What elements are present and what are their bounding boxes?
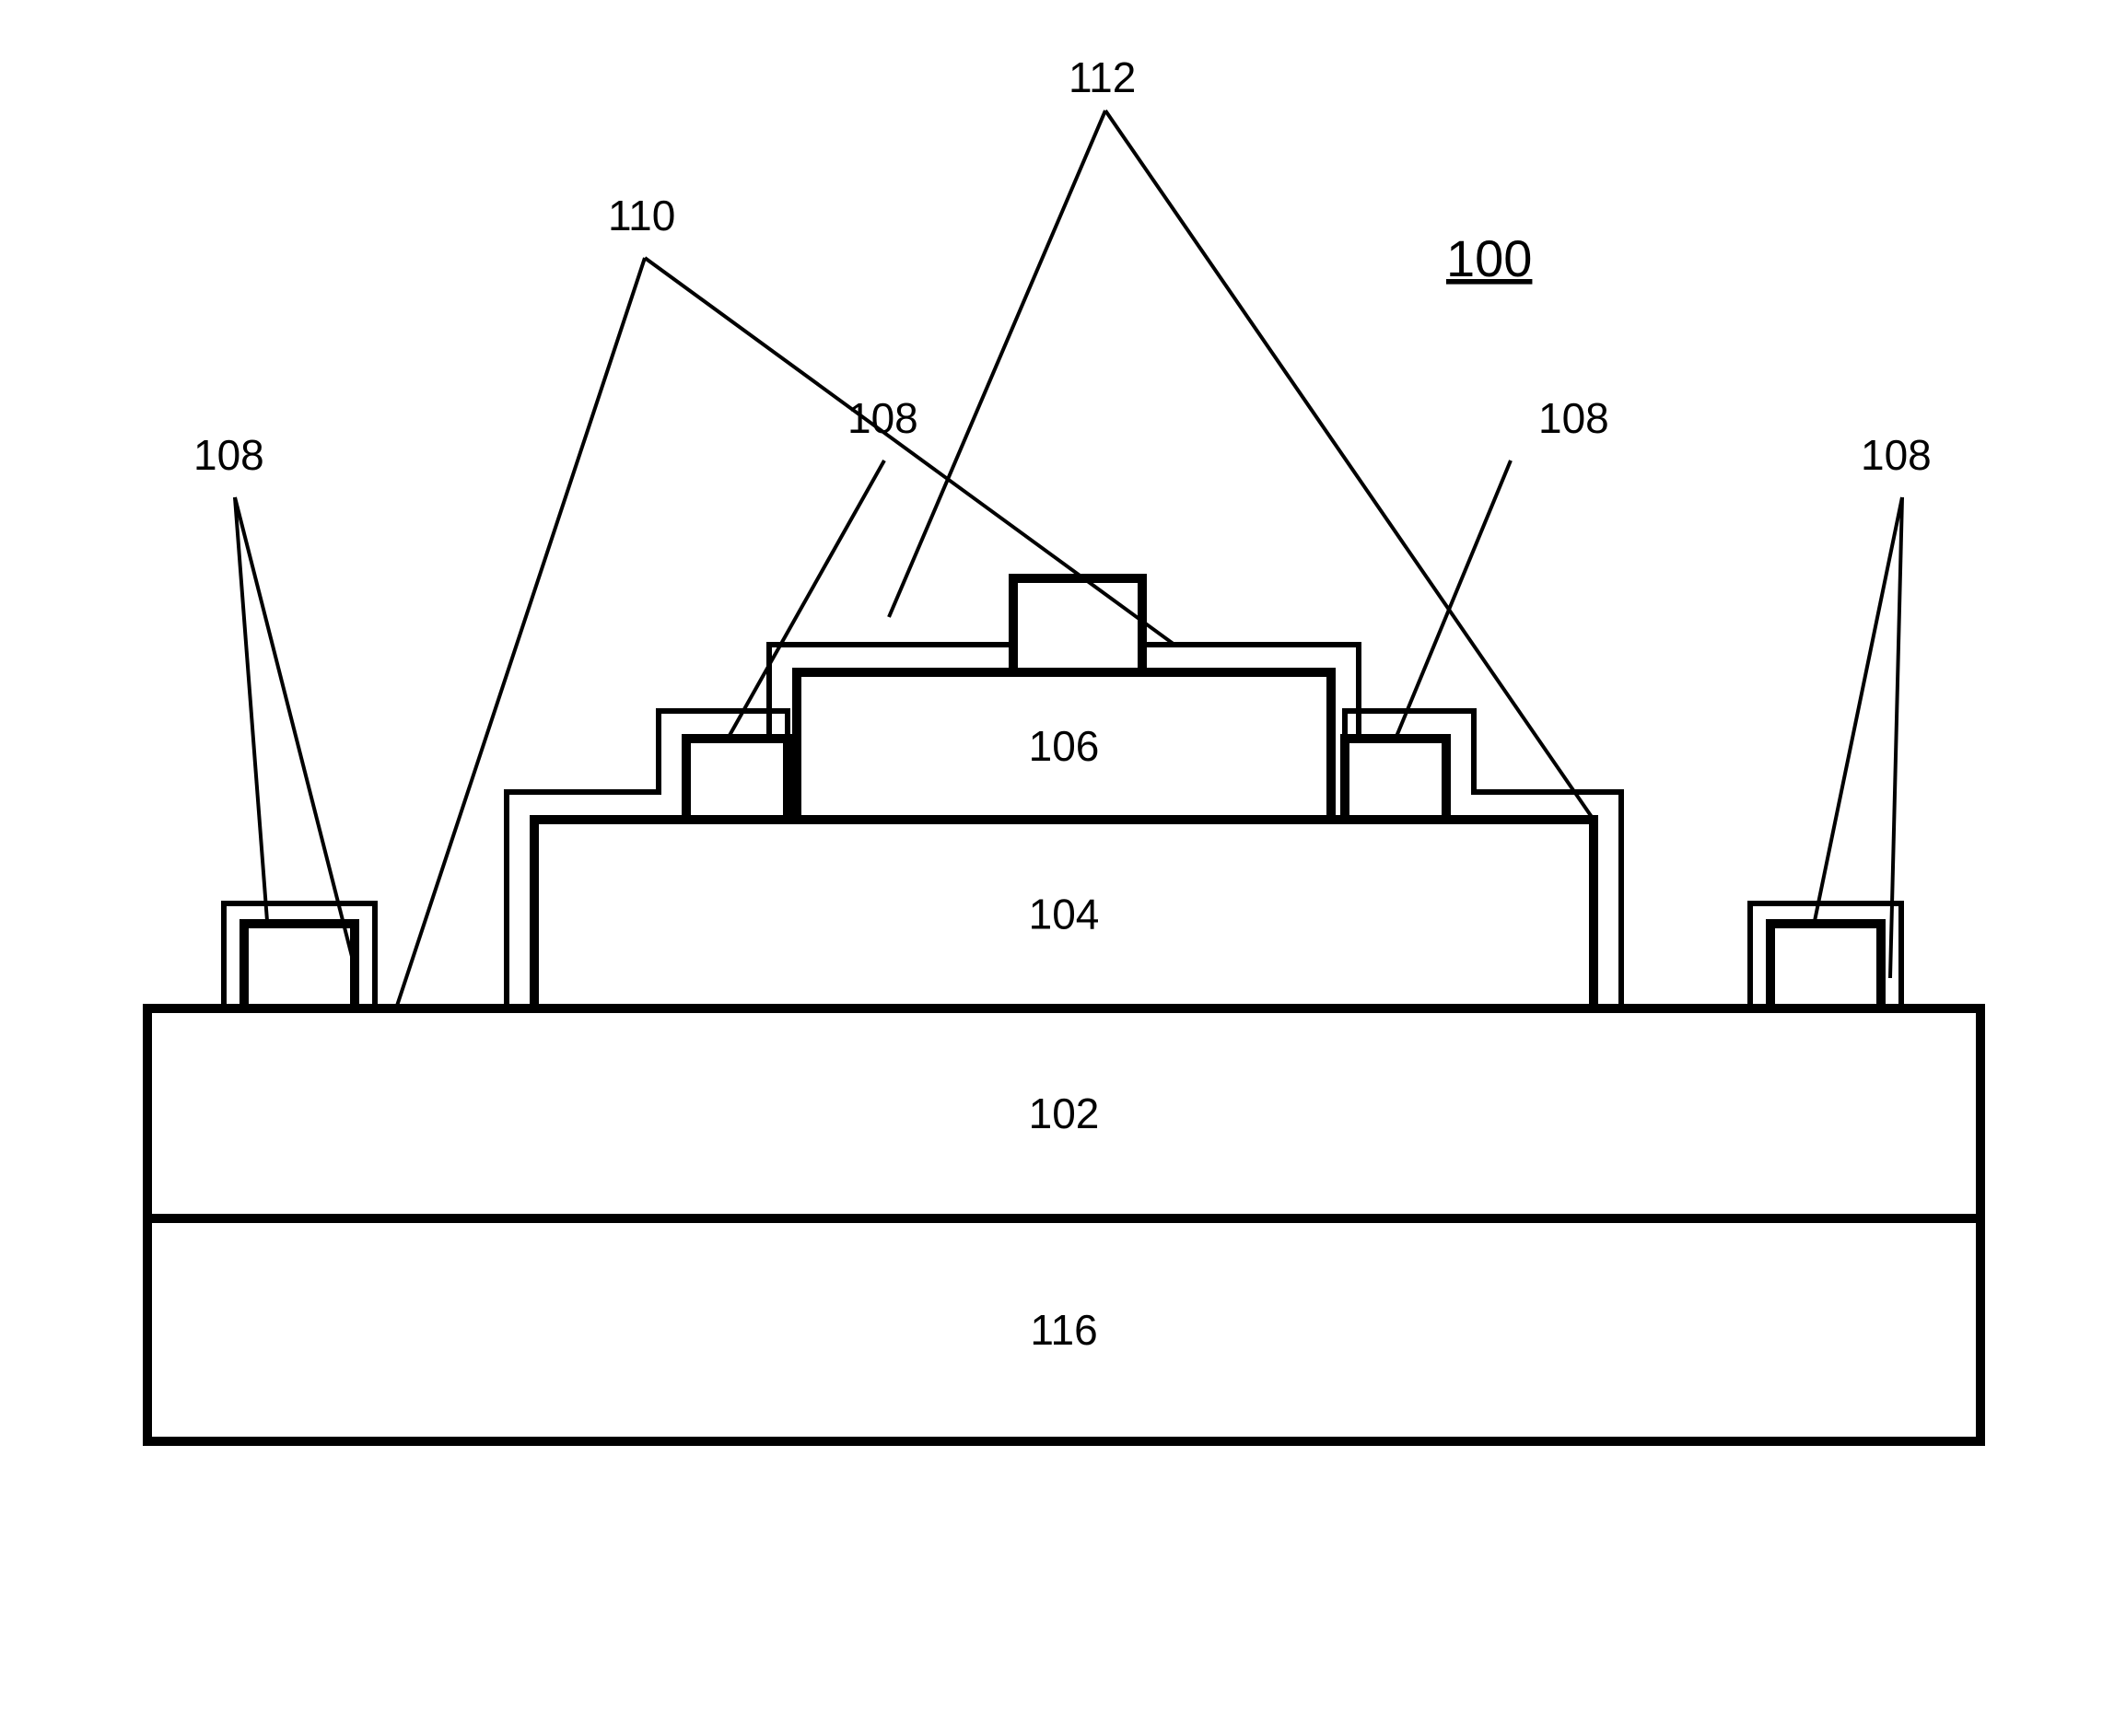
callout-108-outer-right-label: 108 xyxy=(1861,431,1932,479)
patent-figure: 116 102 104 106 100 112 110 108 108 108 108 xyxy=(0,0,2126,1736)
label-116: 116 xyxy=(1030,1306,1097,1354)
callout-108-mid-right-label: 108 xyxy=(1538,394,1609,442)
contact-midRight-top xyxy=(1345,739,1446,820)
callout-108-mid-right-leader-0 xyxy=(1396,460,1511,739)
label-102: 102 xyxy=(1029,1089,1100,1137)
label-104: 104 xyxy=(1029,891,1100,938)
callout-110-leader-1 xyxy=(645,258,1174,645)
callout-112-label: 112 xyxy=(1069,53,1136,101)
contact-outerLeft xyxy=(244,924,355,1008)
figure-number: 100 xyxy=(1446,229,1532,287)
callout-110-label: 110 xyxy=(608,192,675,239)
callout-108-outer-right-leader-0 xyxy=(1815,497,1902,921)
contact-outerRight xyxy=(1770,924,1881,1008)
contact-midLeft-top xyxy=(686,739,788,820)
callout-112-leader-0 xyxy=(889,111,1105,617)
top-contact-112 xyxy=(1013,578,1142,672)
label-106: 106 xyxy=(1029,722,1100,770)
callout-108-outer-left-label: 108 xyxy=(193,431,264,479)
callout-108-mid-left-label: 108 xyxy=(847,394,918,442)
